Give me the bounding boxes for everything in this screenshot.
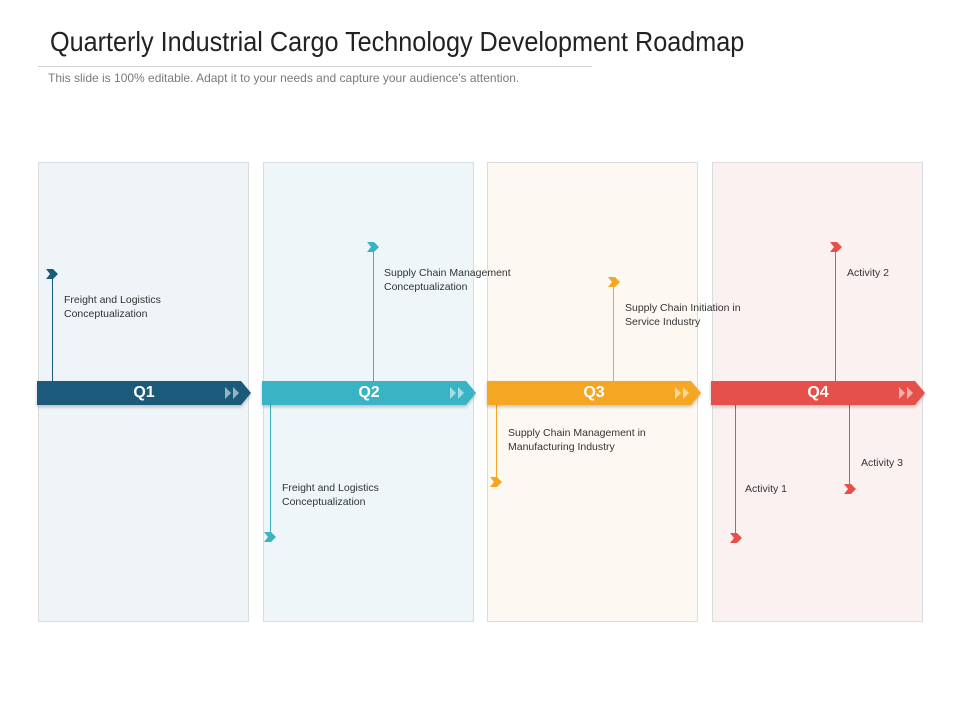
- connector-line-q1-top: [52, 278, 53, 382]
- quarter-band-shape: [487, 381, 701, 405]
- quarter-band-q3: Q3: [487, 381, 701, 405]
- milestone-note-line: Activity 3: [861, 457, 904, 469]
- milestone-note-line: Service Industry: [625, 316, 701, 328]
- milestone-note-q4-activity-2: Activity 2: [847, 266, 889, 280]
- quarter-band-shape: [37, 381, 251, 405]
- connector-line-q2-top: [373, 251, 374, 382]
- milestone-note-line: Manufacturing Industry: [508, 441, 615, 453]
- milestone-note-line: Activity 1: [745, 483, 788, 495]
- milestone-note-q1-1: Freight and Logistics Conceptualization: [64, 293, 161, 321]
- milestone-note-q3-1: Supply Chain Initiation in Service Indus…: [625, 301, 741, 329]
- chevron-marker-icon: [367, 242, 379, 252]
- chevron-marker-icon: [844, 484, 856, 494]
- chevron-marker-icon: [608, 277, 620, 287]
- quarter-band-q2: Q2: [262, 381, 476, 405]
- milestone-note-line: Activity 2: [847, 267, 890, 279]
- milestone-note-line: Freight and Logistics: [282, 482, 379, 494]
- milestone-note-q4-activity-1: Activity 1: [745, 482, 787, 496]
- chevron-marker-icon: [490, 477, 502, 487]
- connector-line-q4-mid: [849, 404, 850, 488]
- milestone-note-line: Conceptualization: [282, 496, 366, 508]
- quarter-label: Q3: [583, 384, 605, 401]
- quarter-label: Q1: [133, 384, 155, 401]
- milestone-note-q4-activity-3: Activity 3: [861, 456, 903, 470]
- connector-line-q3-bottom: [496, 404, 497, 482]
- connector-line-q4-top: [835, 251, 836, 382]
- slide-subtitle: This slide is 100% editable. Adapt it to…: [48, 71, 520, 85]
- milestone-note-line: Freight and Logistics: [64, 294, 161, 306]
- quarter-band-shape: [262, 381, 476, 405]
- milestone-note-line: Supply Chain Management in: [508, 427, 646, 439]
- milestone-note-line: Supply Chain Management: [384, 267, 511, 279]
- milestone-note-line: Conceptualization: [384, 281, 468, 293]
- quarter-band-shape: [711, 381, 925, 405]
- connector-line-q4-bottom: [735, 404, 736, 538]
- slide-title: Quarterly Industrial Cargo Technology De…: [50, 26, 745, 57]
- milestone-note-line: Supply Chain Initiation in: [625, 302, 741, 314]
- chevron-marker-icon: [830, 242, 842, 252]
- chevron-marker-icon: [264, 532, 276, 542]
- chevron-marker-icon: [730, 533, 742, 543]
- quarter-band-q4: Q4: [711, 381, 925, 405]
- connector-line-q2-bottom: [270, 404, 271, 537]
- milestone-note-q2-1: Supply Chain Management Conceptualizatio…: [384, 266, 511, 294]
- title-divider: [38, 66, 592, 67]
- quarter-label: Q4: [807, 384, 829, 401]
- milestone-note-q2-2: Freight and Logistics Conceptualization: [282, 481, 379, 509]
- connector-line-q3-top: [613, 286, 614, 382]
- milestone-note-line: Conceptualization: [64, 308, 148, 320]
- quarter-band-q1: Q1: [37, 381, 251, 405]
- chevron-marker-icon: [46, 269, 58, 279]
- quarter-label: Q2: [358, 384, 380, 401]
- milestone-note-q3-2: Supply Chain Management in Manufacturing…: [508, 426, 646, 454]
